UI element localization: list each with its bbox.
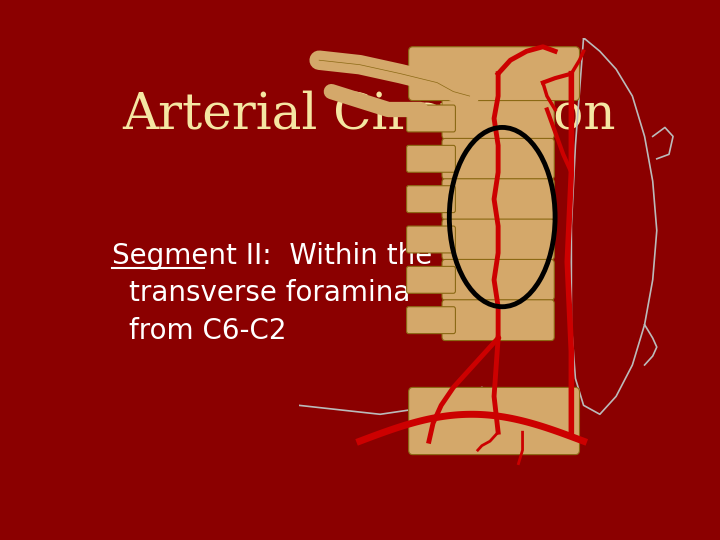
- FancyBboxPatch shape: [407, 186, 456, 213]
- FancyBboxPatch shape: [409, 387, 580, 455]
- FancyBboxPatch shape: [442, 259, 554, 300]
- FancyBboxPatch shape: [442, 219, 554, 260]
- FancyBboxPatch shape: [442, 179, 554, 220]
- FancyBboxPatch shape: [407, 307, 456, 334]
- FancyBboxPatch shape: [442, 138, 554, 179]
- FancyBboxPatch shape: [407, 145, 456, 172]
- Text: from C6-C2: from C6-C2: [129, 317, 287, 345]
- FancyBboxPatch shape: [407, 105, 456, 132]
- Text: transverse foramina: transverse foramina: [129, 280, 410, 307]
- Text: Segment II:  Within the: Segment II: Within the: [112, 242, 433, 270]
- FancyBboxPatch shape: [409, 47, 580, 100]
- FancyBboxPatch shape: [407, 266, 456, 293]
- FancyBboxPatch shape: [407, 226, 456, 253]
- Text: Arterial Circulation: Arterial Circulation: [122, 90, 616, 139]
- FancyBboxPatch shape: [442, 300, 554, 341]
- FancyBboxPatch shape: [442, 98, 554, 139]
